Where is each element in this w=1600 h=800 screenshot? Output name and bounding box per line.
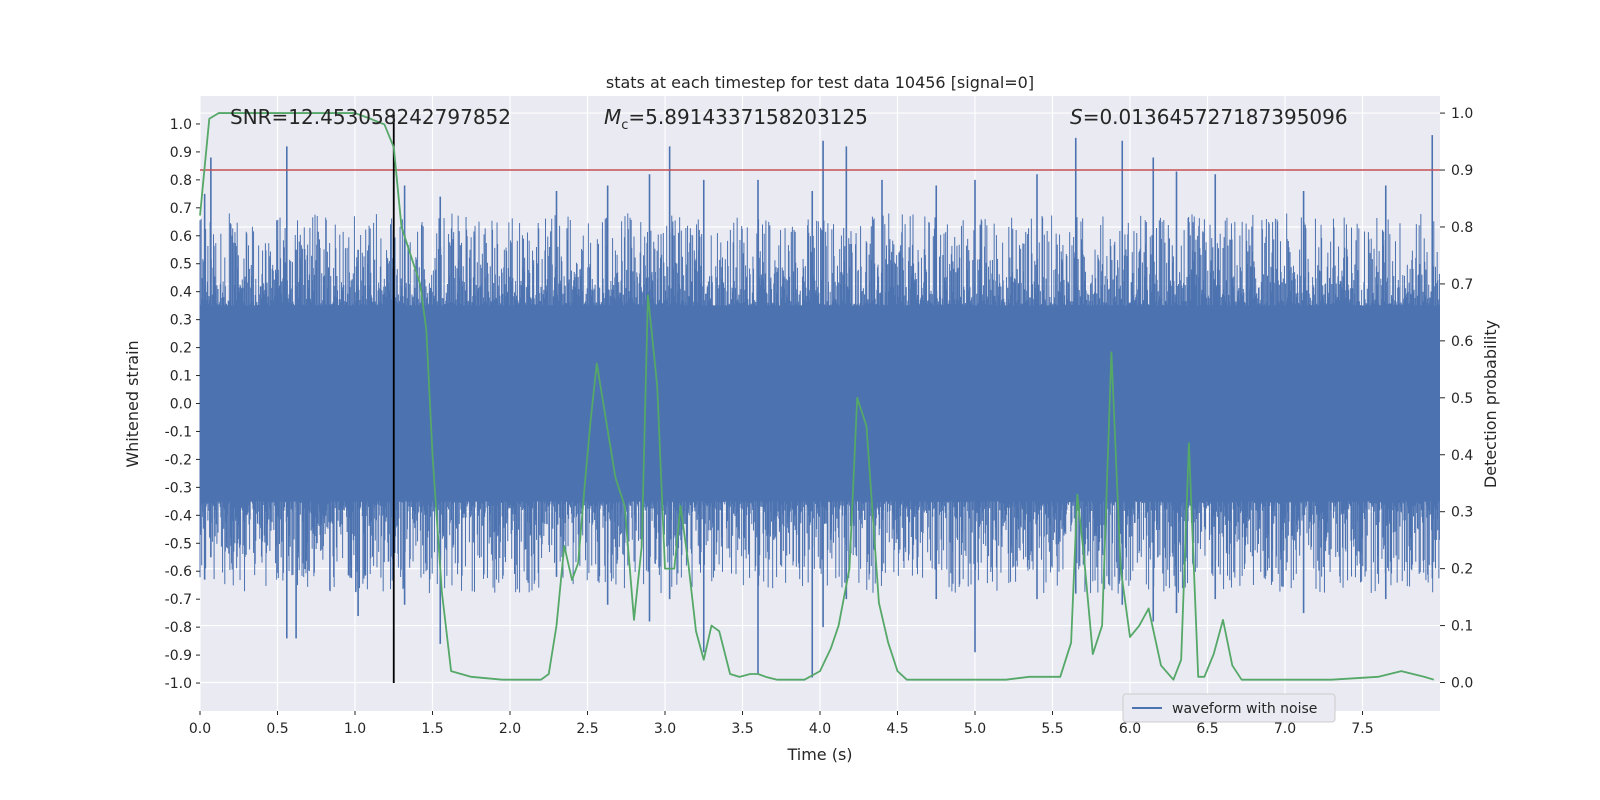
x-tick-label: 2.0 [499, 721, 521, 737]
mc-symbol: M [604, 105, 621, 129]
y2-tick-label: 0.4 [1451, 448, 1473, 464]
x-tick-label: 7.5 [1351, 721, 1373, 737]
x-tick-label: 2.5 [576, 721, 598, 737]
x-tick-label: 0.5 [266, 721, 288, 737]
probability-series [199, 112, 1435, 681]
x-tick-label: 5.0 [964, 721, 986, 737]
y-tick-label: 0.9 [170, 145, 192, 161]
y-tick-label: -0.4 [165, 508, 192, 524]
x-tick-label: 4.5 [886, 721, 908, 737]
y-tick-label: -0.9 [165, 648, 192, 664]
y2-tick-label: 0.5 [1451, 391, 1473, 407]
chart-title: stats at each timestep for test data 104… [606, 73, 1034, 92]
legend-box [1122, 693, 1336, 723]
snr-annotation: SNR=12.453058242797852 [230, 105, 511, 129]
x-tick-label: 5.5 [1041, 721, 1063, 737]
y-tick-label: -0.5 [165, 536, 192, 552]
y-tick-label: 0.4 [170, 285, 192, 301]
legend-label: waveform with noise [1172, 701, 1317, 717]
y-axis-label: Whitened strain [123, 340, 142, 467]
x-axis-label: Time (s) [786, 745, 852, 764]
y-tick-label: -0.6 [165, 564, 192, 580]
s-value: =0.013645727187395096 [1083, 105, 1348, 129]
y-tick-label: 0.2 [170, 341, 192, 357]
mc-value: =5.8914337158203125 [628, 105, 867, 129]
y2-tick-label: 0.1 [1451, 619, 1473, 635]
y-tick-label: -1.0 [165, 676, 192, 692]
y2-axis-label: Detection probability [1481, 320, 1500, 488]
y-tick-label: -0.2 [165, 452, 192, 468]
probability-line [199, 112, 1435, 681]
y-tick-label: -0.7 [165, 592, 192, 608]
y-tick-label: 0.7 [170, 201, 192, 217]
x-tick-label: 0.0 [189, 721, 211, 737]
x-tick-labels: 0.0 0.5 1.0 1.5 2.0 2.5 3.0 3.5 4.0 4.5 5.0 5.5 6.0 6… [189, 711, 1374, 737]
y-tick-label: 0.3 [170, 313, 192, 329]
y2-tick-label: 0.0 [1451, 676, 1473, 692]
y-tick-label: 0.6 [170, 229, 192, 245]
waveform-series [199, 135, 1440, 678]
x-tick-label: 4.0 [809, 721, 831, 737]
y-tick-label: 0.5 [170, 257, 192, 273]
x-tick-label: 6.0 [1119, 721, 1141, 737]
x-tick-label: 7.0 [1274, 721, 1296, 737]
y2-tick-label: 0.8 [1451, 220, 1473, 236]
x-tick-label: 1.5 [421, 721, 443, 737]
x-tick-label: 3.5 [731, 721, 753, 737]
y2-tick-labels: 1.0 0.9 0.8 0.7 0.6 0.5 0.4 0.3 0.2 0.1 0.0 [1440, 106, 1473, 692]
y-tick-labels: 1.0 0.9 0.8 0.7 0.6 0.5 0.4 0.3 0.2 0.1 0.0 -0.1 -0.… [165, 117, 200, 692]
legend: waveform with noise [1122, 693, 1336, 723]
y-tick-label: -0.8 [165, 620, 192, 636]
y-tick-label: 0.0 [170, 397, 192, 413]
x-tick-label: 1.0 [344, 721, 366, 737]
s-symbol: S [1070, 105, 1083, 129]
mc-subscript: c [621, 118, 628, 133]
x-tick-label: 3.0 [654, 721, 676, 737]
y2-tick-label: 0.3 [1451, 505, 1473, 521]
chirp-mass-annotation: Mc=5.8914337158203125 [604, 105, 868, 133]
y-tick-label: -0.1 [165, 424, 192, 440]
y2-tick-label: 1.0 [1451, 106, 1473, 122]
y-tick-label: -0.3 [165, 480, 192, 496]
y-tick-label: 1.0 [170, 117, 192, 133]
y2-tick-label: 0.2 [1451, 562, 1473, 578]
waveform-noise [199, 213, 1440, 594]
y-tick-label: 0.1 [170, 369, 192, 385]
y-tick-label: 0.8 [170, 173, 192, 189]
x-tick-label: 6.5 [1196, 721, 1218, 737]
s-annotation: S=0.013645727187395096 [1070, 105, 1348, 129]
y2-tick-label: 0.9 [1451, 163, 1473, 179]
y2-tick-label: 0.6 [1451, 334, 1473, 350]
y2-tick-label: 0.7 [1451, 277, 1473, 293]
